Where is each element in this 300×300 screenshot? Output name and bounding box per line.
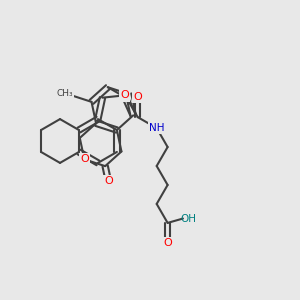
Text: O: O [163, 238, 172, 248]
Text: O: O [133, 92, 142, 102]
Text: CH₃: CH₃ [57, 89, 73, 98]
Text: O: O [104, 176, 113, 186]
Text: O: O [80, 154, 89, 164]
Text: NH: NH [149, 123, 164, 133]
Text: O: O [120, 90, 129, 100]
Text: OH: OH [180, 214, 196, 224]
